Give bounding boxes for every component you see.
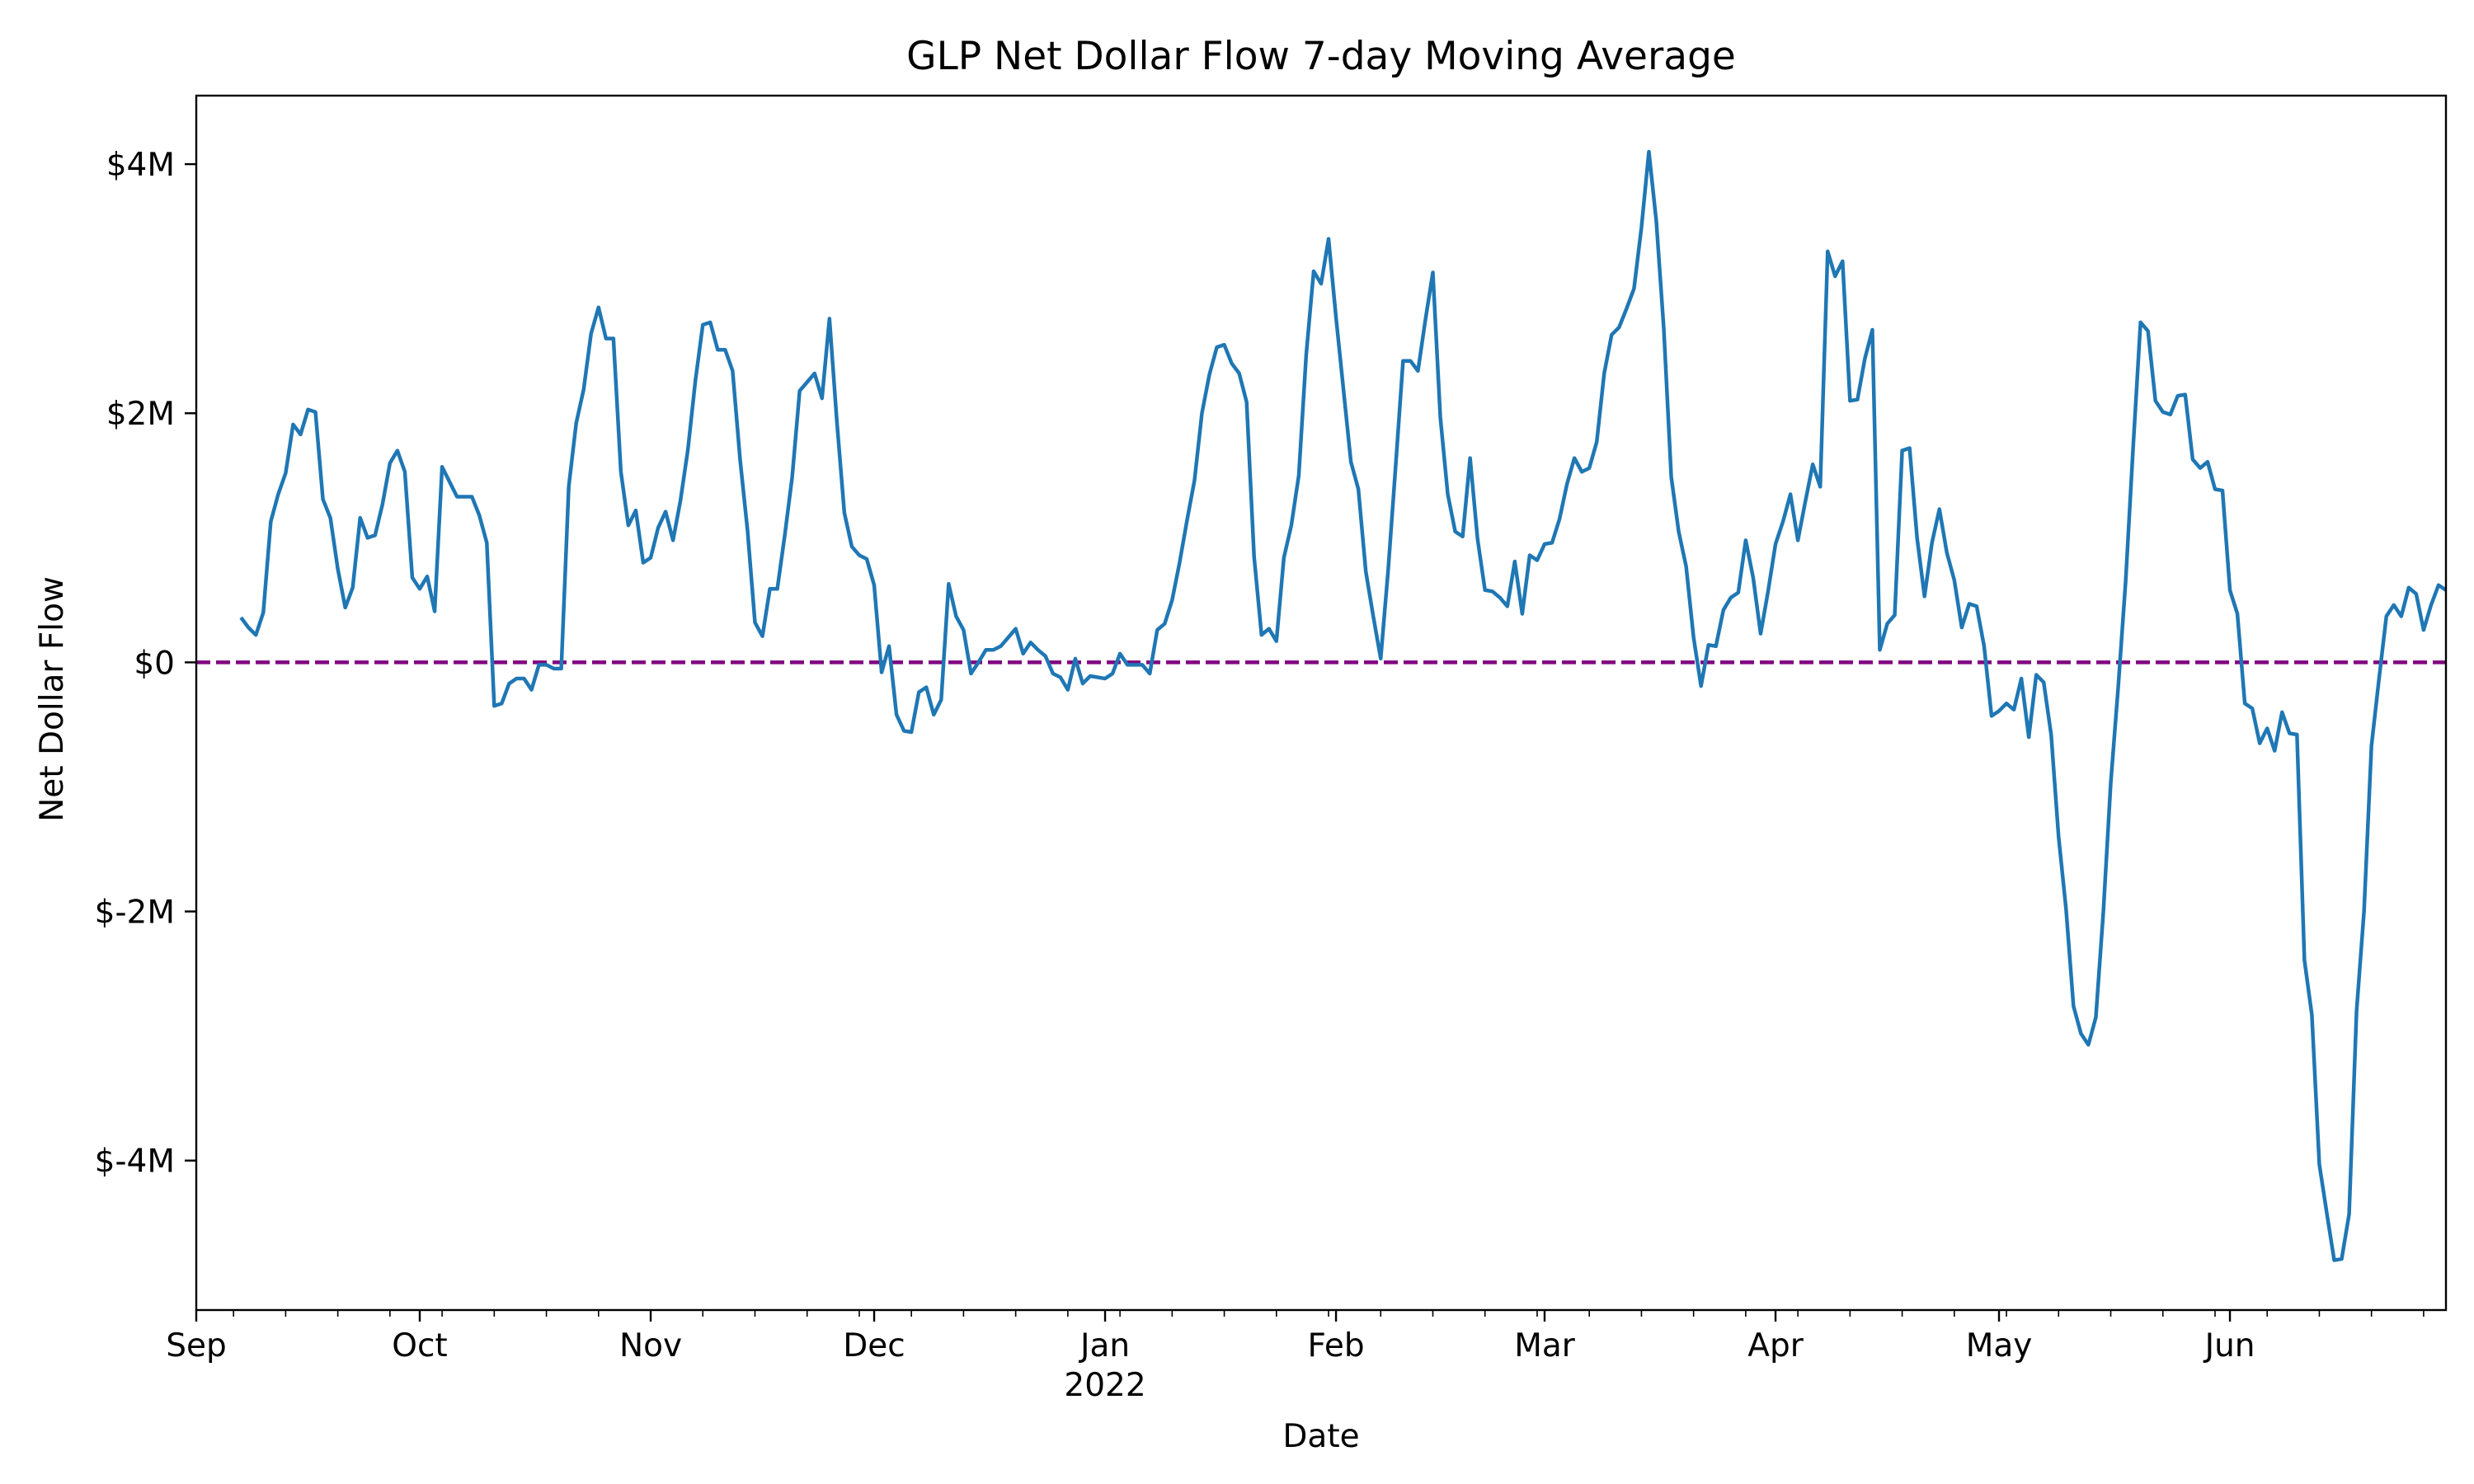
y-tick-label: $2M [106, 396, 175, 433]
x-tick-label: Jun [2203, 1327, 2255, 1364]
y-axis-ticks: $4M $2M $0 $-2M $-4M [95, 147, 196, 1181]
x-tick-label: Nov [619, 1327, 682, 1364]
y-axis-label: Net Dollar Flow [34, 576, 71, 822]
x-axis-label: Date [1282, 1418, 1359, 1455]
x-tick-label: Feb [1308, 1327, 1365, 1364]
chart-title: GLP Net Dollar Flow 7-day Moving Average [906, 34, 1736, 79]
x-tick-label: Apr [1747, 1327, 1804, 1364]
x-tick-label: Jan [1078, 1327, 1130, 1364]
x-tick-label: Oct [392, 1327, 447, 1364]
y-tick-label: $-4M [95, 1144, 175, 1181]
series-line [239, 149, 2448, 1262]
x-tick-label: May [1966, 1327, 2033, 1364]
x-tick-label: Dec [843, 1327, 905, 1364]
x-tick-label: Sep [166, 1327, 227, 1364]
plot-frame [195, 94, 2448, 1312]
y-tick-label: $-2M [95, 895, 175, 932]
y-tick-label: $0 [134, 645, 175, 682]
x-tick-year-label: 2022 [1064, 1367, 1145, 1404]
y-tick-label: $4M [106, 147, 175, 184]
x-tick-label: Mar [1514, 1327, 1576, 1364]
